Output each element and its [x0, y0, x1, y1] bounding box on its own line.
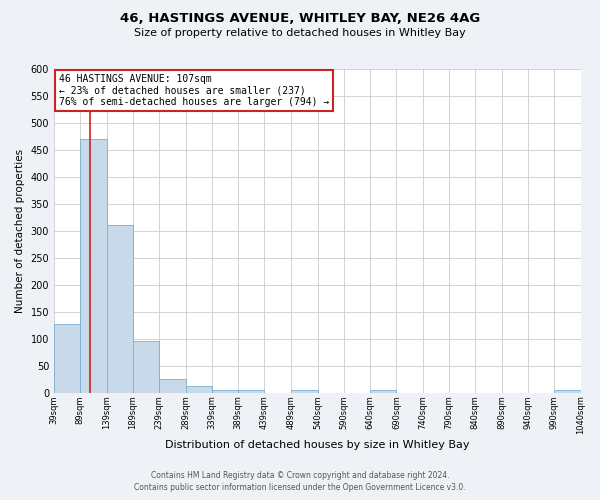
Text: 46 HASTINGS AVENUE: 107sqm
← 23% of detached houses are smaller (237)
76% of sem: 46 HASTINGS AVENUE: 107sqm ← 23% of deta… [59, 74, 329, 107]
X-axis label: Distribution of detached houses by size in Whitley Bay: Distribution of detached houses by size … [165, 440, 470, 450]
Bar [54, 324, 80, 393]
Bar [370, 390, 397, 393]
Bar [185, 386, 212, 393]
Text: Size of property relative to detached houses in Whitley Bay: Size of property relative to detached ho… [134, 28, 466, 38]
Bar [107, 225, 133, 393]
Bar [554, 390, 581, 393]
Bar [238, 390, 265, 393]
Bar [212, 390, 238, 393]
Bar [291, 390, 317, 393]
Y-axis label: Number of detached properties: Number of detached properties [15, 149, 25, 313]
Bar [159, 379, 185, 393]
Text: Contains HM Land Registry data © Crown copyright and database right 2024.: Contains HM Land Registry data © Crown c… [151, 471, 449, 480]
Bar [80, 139, 107, 393]
Text: Contains public sector information licensed under the Open Government Licence v3: Contains public sector information licen… [134, 484, 466, 492]
Bar [133, 341, 159, 393]
Text: 46, HASTINGS AVENUE, WHITLEY BAY, NE26 4AG: 46, HASTINGS AVENUE, WHITLEY BAY, NE26 4… [120, 12, 480, 26]
